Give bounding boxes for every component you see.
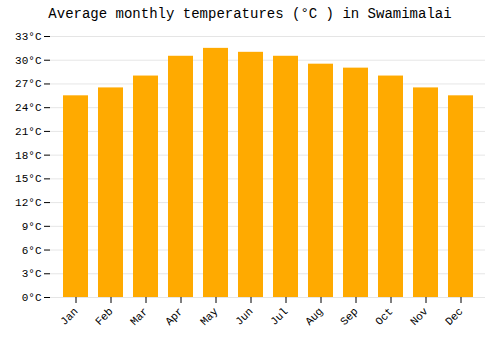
svg-text:Sep: Sep: [338, 305, 360, 327]
svg-text:Dec: Dec: [443, 305, 465, 327]
html-text:Average monthly temperatures (: Average monthly temperatures (°C ) in Sw…: [48, 6, 452, 22]
svg-text:Aug: Aug: [303, 305, 325, 327]
svg-text:30°C: 30°C: [15, 55, 42, 67]
svg-text:Jun: Jun: [233, 305, 255, 327]
svg-text:6°C: 6°C: [22, 245, 42, 257]
svg-text:May: May: [198, 305, 221, 328]
svg-text:33°C: 33°C: [15, 31, 42, 43]
svg-text:15°C: 15°C: [15, 173, 42, 185]
svg-text:0°C: 0°C: [22, 292, 42, 304]
svg-text:Feb: Feb: [93, 305, 115, 327]
svg-text:Nov: Nov: [408, 305, 431, 328]
svg-text:21°C: 21°C: [15, 126, 42, 138]
svg-text:Mar: Mar: [128, 305, 150, 327]
svg-text:Jan: Jan: [58, 305, 80, 327]
svg-text:9°C: 9°C: [22, 221, 42, 233]
svg-text:12°C: 12°C: [15, 197, 42, 209]
svg-text:Apr: Apr: [163, 305, 185, 327]
svg-text:Jul: Jul: [268, 305, 290, 327]
svg-text:27°C: 27°C: [15, 78, 42, 90]
svg-text:18°C: 18°C: [15, 150, 42, 162]
svg-text:Oct: Oct: [373, 305, 395, 327]
svg-text:3°C: 3°C: [22, 268, 42, 280]
svg-text:24°C: 24°C: [15, 102, 42, 114]
